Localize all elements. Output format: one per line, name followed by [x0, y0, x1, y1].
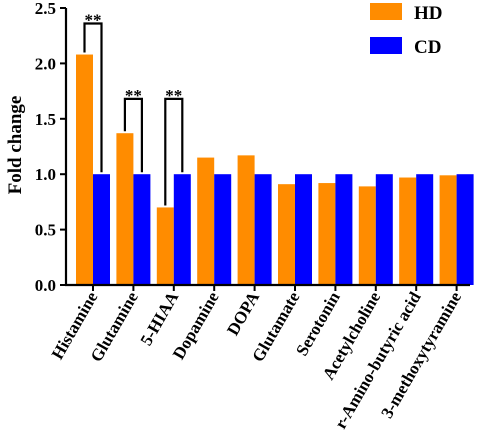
bar-cd-3-methoxytyramine — [456, 174, 474, 285]
bar-hd-glutamate — [278, 184, 295, 285]
bars-group — [76, 54, 474, 286]
bar-hd-glutamine — [116, 133, 134, 285]
y-axis-label: Fold change — [5, 96, 26, 195]
legend: HD CD — [370, 3, 443, 58]
bar-hd-3-methoxytyramine — [439, 175, 457, 285]
bar-hd-serotonin — [318, 183, 336, 285]
y-axis: 0.0 0.5 1.0 1.5 2.0 2.5 — [35, 0, 68, 295]
y-tick-label: 1.5 — [35, 110, 56, 129]
bar-cd-acetylcholine — [375, 174, 393, 285]
significance-label: ** — [125, 86, 142, 105]
bar-cd-dopamine — [214, 174, 232, 285]
legend-label-cd: CD — [414, 37, 441, 58]
significance-label: ** — [165, 86, 182, 105]
bar-cd-glutamate — [295, 174, 312, 285]
y-tick-label: 0.5 — [35, 221, 56, 240]
bar-hd-dopamine — [197, 157, 215, 285]
bar-hd-dopa — [237, 155, 255, 285]
significance-bracket — [123, 97, 143, 173]
bar-cd-dopa — [254, 174, 272, 285]
legend-swatch-hd — [370, 3, 402, 20]
bar-cd-glutamine — [133, 174, 151, 285]
bar-hd-histamine — [76, 54, 93, 286]
x-tick-label: DOPA — [223, 288, 263, 339]
bar-cd-r-amino-butyric-acid — [416, 174, 434, 285]
bar-cd-histamine — [93, 174, 110, 285]
bar-hd-r-amino-butyric-acid — [399, 177, 417, 285]
significance-annotations: ** ** ** — [83, 11, 184, 206]
bar-hd-acetylcholine — [358, 186, 376, 285]
bar-hd-5-hiaa — [156, 207, 174, 285]
significance-bracket — [164, 97, 184, 206]
bar-cd-5-hiaa — [173, 174, 191, 285]
significance-label: ** — [85, 11, 102, 30]
y-tick-label: 1.0 — [35, 165, 56, 184]
y-tick-label: 2.0 — [35, 54, 56, 73]
legend-swatch-cd — [370, 37, 402, 54]
legend-label-hd: HD — [414, 3, 443, 24]
y-tick-label: 0.0 — [35, 276, 56, 295]
y-tick-label: 2.5 — [35, 0, 56, 18]
significance-bracket — [83, 22, 103, 173]
bar-cd-serotonin — [335, 174, 353, 285]
